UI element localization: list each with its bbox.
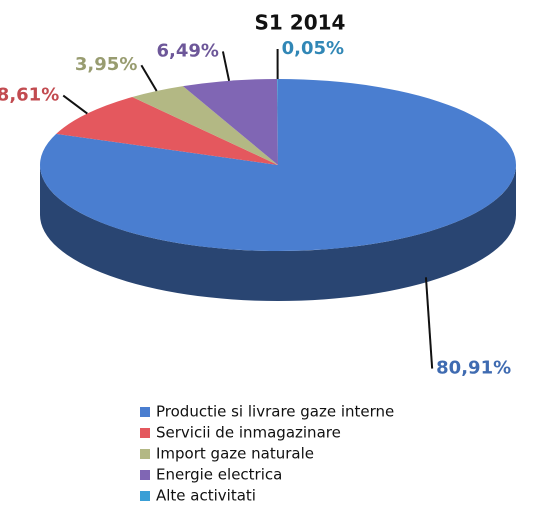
legend-swatch [140,407,150,417]
value-label: 80,91% [436,358,511,379]
slice [132,86,278,165]
value-label: 8,61% [0,85,59,106]
legend-label: Servicii de inmagazinare [156,424,341,442]
leader-line [221,51,231,82]
legend-swatch [140,491,150,501]
slice [56,97,278,165]
value-label: 0,05% [282,38,344,59]
slice-side [40,165,516,301]
legend-label: Energie electrica [156,466,282,484]
legend-label: Productie si livrare gaze interne [156,403,394,421]
value-label: 6,49% [156,40,218,61]
slice [277,79,278,165]
legend-label: Alte activitati [156,487,256,505]
legend-swatch [140,449,150,459]
leader-line [140,64,158,92]
leader-line [424,277,434,369]
chart-title: S1 2014 [255,11,346,35]
legend-swatch [140,428,150,438]
legend-label: Import gaze naturale [156,445,314,463]
leader-line [62,94,88,115]
slice [182,79,278,165]
legend-swatch [140,470,150,480]
value-label: 3,95% [75,54,137,75]
